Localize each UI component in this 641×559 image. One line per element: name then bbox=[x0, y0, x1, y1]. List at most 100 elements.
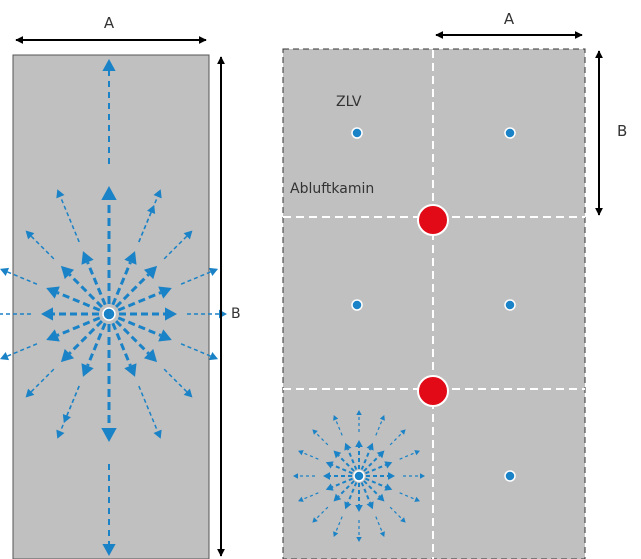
airflow-arrow-head bbox=[376, 493, 385, 502]
airflow-arrow-line bbox=[117, 316, 162, 337]
airflow-arrow-head bbox=[344, 501, 352, 510]
airflow-arrow-head bbox=[400, 517, 406, 523]
airflow-arrow-head bbox=[0, 267, 10, 276]
airflow-arrow-line bbox=[302, 452, 319, 460]
airflow-arrow-head bbox=[355, 440, 363, 447]
airflow-arrow-head bbox=[165, 307, 177, 321]
airflow-arrow-line bbox=[30, 235, 55, 260]
airflow-arrow-head bbox=[158, 286, 172, 299]
airflow-arrow-head bbox=[333, 450, 342, 459]
airflow-arrow-line bbox=[399, 452, 416, 460]
zlv-unit-dot bbox=[351, 127, 363, 139]
airflow-arrow-line bbox=[346, 448, 358, 470]
airflow-arrow-head bbox=[366, 442, 374, 451]
left-panel bbox=[0, 54, 227, 559]
airflow-arrow-line bbox=[115, 273, 150, 308]
left-room-rect bbox=[12, 54, 210, 559]
airflow-arrow-head bbox=[56, 429, 65, 439]
airflow-arrow-head bbox=[355, 505, 363, 512]
airflow-arrow-line bbox=[163, 235, 188, 260]
airflow-arrow-line bbox=[360, 482, 372, 504]
airflow-arrow-head bbox=[414, 450, 420, 456]
airflow-arrow-head bbox=[298, 450, 304, 456]
airflow-arrow-head bbox=[41, 307, 53, 321]
exhaust-label: Abluftkamin bbox=[290, 181, 374, 197]
airflow-arrow-head bbox=[0, 352, 10, 361]
right-dimension-b: B bbox=[595, 50, 627, 216]
airflow-arrow-head bbox=[56, 189, 65, 199]
airflow-arrow-line bbox=[86, 261, 107, 306]
airflow-arrow-head bbox=[356, 410, 362, 415]
exhaust-stack-dot bbox=[417, 204, 449, 236]
airflow-arrow-head bbox=[384, 483, 393, 491]
airflow-arrow-head bbox=[124, 251, 137, 265]
right-dim-a-label: A bbox=[504, 10, 515, 28]
airflow-arrow-line bbox=[346, 482, 358, 504]
airflow-arrow-line bbox=[360, 448, 372, 470]
airflow-arrow-head bbox=[102, 59, 116, 71]
airflow-arrow-head bbox=[153, 429, 162, 439]
airflow-arrow-line bbox=[302, 492, 319, 500]
airflow-arrow-head bbox=[293, 473, 298, 479]
airflow-arrow-line bbox=[68, 273, 103, 308]
airflow-arrow-head bbox=[25, 388, 35, 398]
airflow-arrow-head bbox=[312, 429, 318, 435]
airflow-arrow-line bbox=[68, 320, 103, 355]
airflow-arrow-head bbox=[312, 517, 318, 523]
airflow-arrow-head bbox=[333, 415, 339, 421]
airflow-arrow-line bbox=[111, 261, 132, 306]
airflow-arrow-line bbox=[30, 368, 55, 393]
airflow-arrow-line bbox=[7, 271, 38, 285]
right-dim-b-label: B bbox=[617, 122, 627, 140]
airflow-arrow-line bbox=[375, 516, 383, 533]
right-panel: ZLV Abluftkamin bbox=[282, 48, 586, 559]
airflow-arrow-line bbox=[363, 454, 381, 472]
airflow-arrow-head bbox=[60, 265, 75, 280]
airflow-arrow-line bbox=[315, 432, 329, 446]
right-airflow-arrows bbox=[293, 410, 425, 542]
airflow-arrow-head bbox=[356, 537, 362, 542]
airflow-arrow-line bbox=[399, 492, 416, 500]
left-zlv-dot bbox=[102, 307, 116, 321]
airflow-arrow-head bbox=[420, 473, 425, 479]
airflow-arrow-head bbox=[400, 429, 406, 435]
airflow-arrow-line bbox=[163, 368, 188, 393]
airflow-arrow-line bbox=[56, 291, 101, 312]
airflow-arrow-line bbox=[315, 506, 329, 520]
right-dimension-a: A bbox=[435, 10, 583, 39]
airflow-arrow-head bbox=[333, 493, 342, 502]
airflow-arrow-head bbox=[153, 189, 162, 199]
airflow-arrow-head bbox=[344, 442, 352, 451]
airflow-arrow-head bbox=[298, 496, 304, 502]
airflow-arrow-line bbox=[117, 291, 162, 312]
airflow-arrow-head bbox=[384, 461, 393, 469]
airflow-arrow-line bbox=[138, 196, 159, 243]
left-dim-a-label: A bbox=[104, 14, 115, 32]
airflow-arrow-head bbox=[25, 230, 35, 240]
airflow-arrow-line bbox=[335, 419, 343, 436]
airflow-arrow-line bbox=[7, 343, 38, 357]
airflow-arrow-line bbox=[59, 196, 80, 243]
airflow-arrow-head bbox=[325, 461, 334, 469]
airflow-arrow-head bbox=[323, 472, 330, 480]
zlv-unit-dot bbox=[504, 299, 516, 311]
zlv-unit-dot bbox=[504, 470, 516, 482]
airflow-arrow-head bbox=[208, 267, 219, 276]
airflow-arrow-head bbox=[60, 348, 75, 363]
airflow-arrow-line bbox=[180, 343, 211, 357]
airflow-arrow-line bbox=[389, 432, 403, 446]
airflow-arrow-line bbox=[363, 480, 381, 498]
airflow-arrow-line bbox=[335, 516, 343, 533]
left-dim-b-label: B bbox=[231, 306, 241, 322]
airflow-arrow-line bbox=[365, 463, 387, 475]
airflow-arrow-head bbox=[366, 501, 374, 510]
airflow-arrow-line bbox=[365, 477, 387, 489]
zlv-unit-dot bbox=[353, 470, 365, 482]
airflow-arrow-head bbox=[46, 329, 60, 342]
airflow-arrow-line bbox=[337, 454, 355, 472]
airflow-arrow-head bbox=[102, 544, 116, 556]
left-airflow-arrows bbox=[0, 59, 227, 556]
airflow-arrow-line bbox=[138, 385, 159, 432]
airflow-arrow-head bbox=[46, 286, 60, 299]
